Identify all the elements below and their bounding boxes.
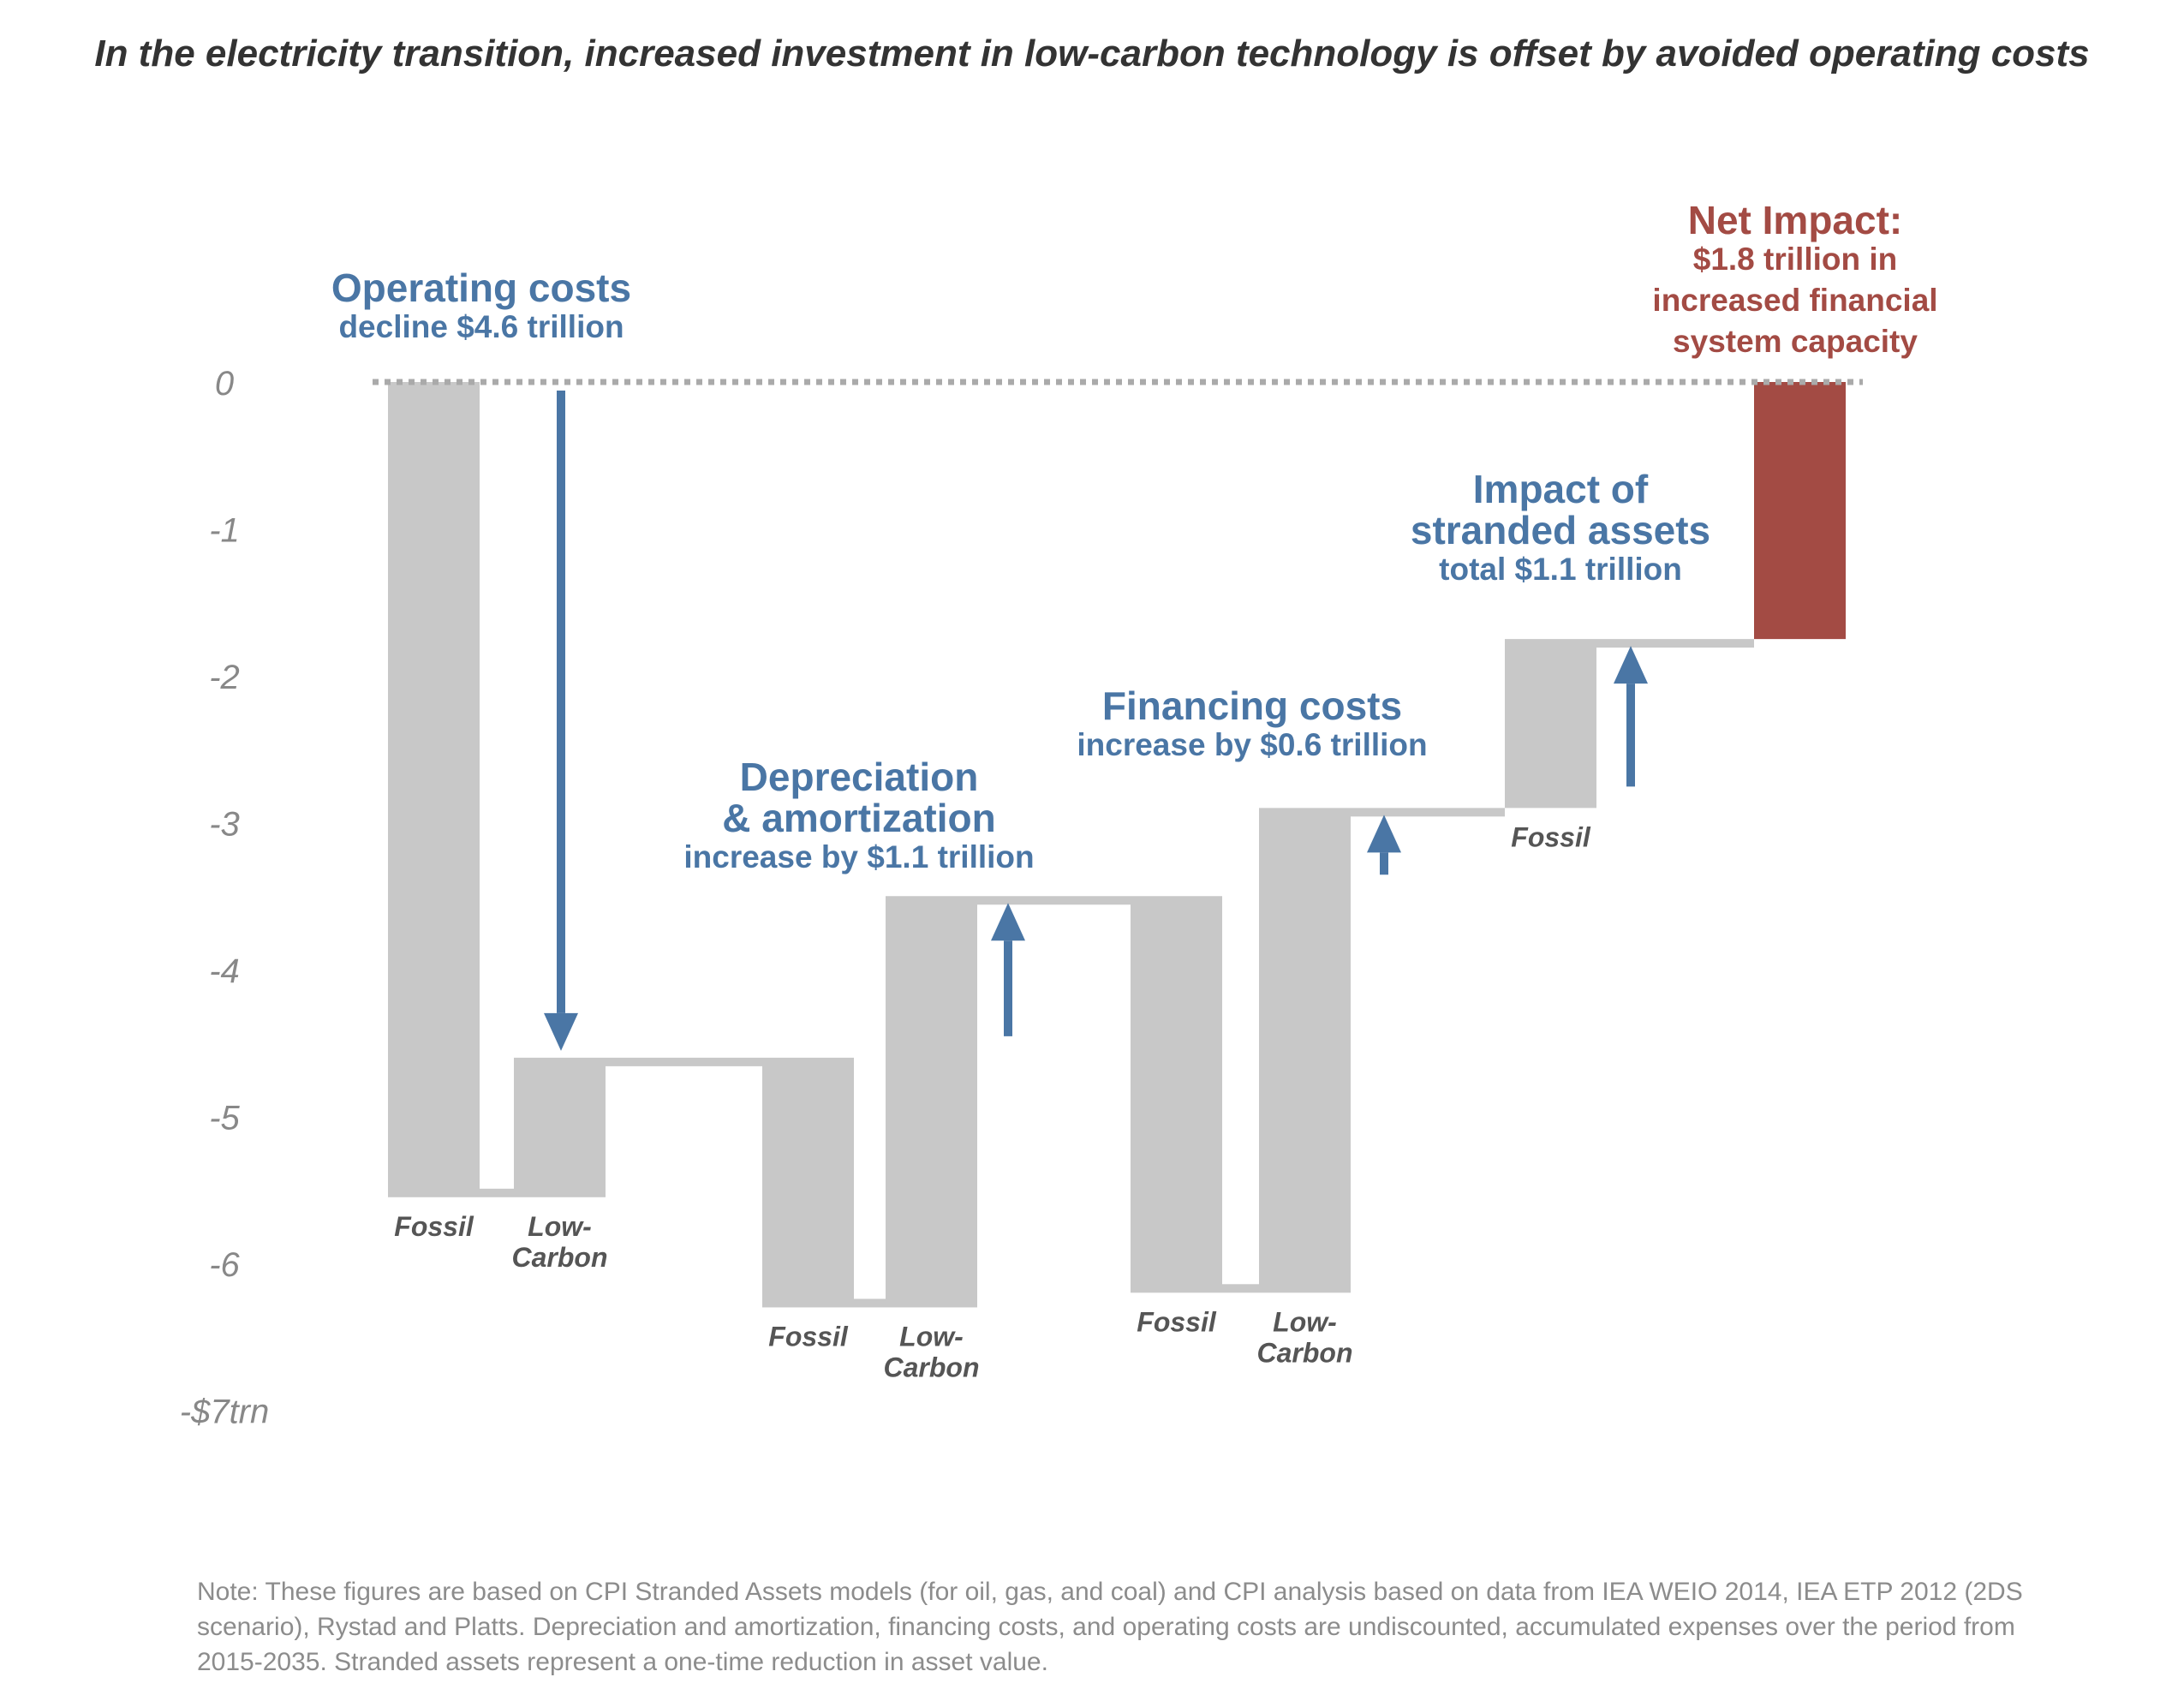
waterfall-bar xyxy=(1259,808,1351,1293)
bar-label: Low- xyxy=(899,1321,964,1352)
y-tick-label: -2 xyxy=(209,659,240,696)
footnote: Note: These figures are based on CPI Str… xyxy=(197,1578,2023,1676)
step-arrow-head xyxy=(991,903,1025,941)
annotation-detail: increase by $0.6 trillion xyxy=(1077,727,1427,762)
title-bold: electricity transition xyxy=(205,33,564,75)
bars xyxy=(388,382,1846,1308)
annotation-detail: system capacity xyxy=(1673,324,1918,359)
annotation-detail: increased financial xyxy=(1652,283,1937,318)
annotation-heading: Impact of xyxy=(1473,467,1649,511)
annotation-detail: decline $4.6 trillion xyxy=(338,309,624,344)
annotation-heading: stranded assets xyxy=(1411,508,1710,552)
y-tick-label: -3 xyxy=(209,806,240,844)
annotation-detail: increase by $1.1 trillion xyxy=(683,839,1034,874)
annotation-detail: total $1.1 trillion xyxy=(1439,552,1682,587)
arrows xyxy=(544,391,1648,1051)
connector-step xyxy=(1351,808,1505,817)
bar-label: Fossil xyxy=(394,1211,474,1242)
waterfall-bar xyxy=(886,896,977,1308)
y-tick-label: 0 xyxy=(215,365,234,403)
y-tick-label: -4 xyxy=(209,952,240,990)
step-arrow-head xyxy=(1614,646,1648,684)
connectors xyxy=(480,639,1754,1308)
y-tick-label: -5 xyxy=(209,1100,240,1137)
waterfall-bar xyxy=(388,382,480,1197)
chart-title: In the electricity transition, increased… xyxy=(0,33,2184,75)
annotation-heading: Depreciation xyxy=(740,755,979,799)
step-arrow-head xyxy=(544,1012,578,1051)
waterfall-bar xyxy=(762,1057,854,1308)
bar-label: Carbon xyxy=(1257,1337,1353,1368)
y-tick-label: -6 xyxy=(209,1246,240,1284)
annotation-heading: Net Impact: xyxy=(1688,198,1902,242)
y-axis: 0 -1 -2 -3 -4 -5 -6 -$7trn xyxy=(180,365,270,1431)
connector-step xyxy=(606,1057,762,1066)
bar-label: Low- xyxy=(528,1211,592,1242)
bar-label: Carbon xyxy=(512,1242,608,1273)
connector-step xyxy=(1222,1284,1259,1293)
bar-label: Fossil xyxy=(1511,821,1591,852)
annotation-heading: & amortization xyxy=(722,796,995,840)
y-tick-label: -$7trn xyxy=(180,1394,270,1431)
waterfall-bar xyxy=(1131,896,1222,1293)
title-pre: In the xyxy=(94,33,206,75)
net-impact-bar xyxy=(1754,382,1846,640)
step-arrow-head xyxy=(1367,815,1401,853)
bar-label: Fossil xyxy=(768,1321,849,1352)
bar-label: Low- xyxy=(1273,1306,1337,1337)
annotation-detail: $1.8 trillion in xyxy=(1693,242,1898,277)
connector-step xyxy=(1596,639,1754,648)
annotation-heading: Financing costs xyxy=(1102,683,1402,728)
y-tick-label: -1 xyxy=(209,512,240,550)
annotation-heading: Operating costs xyxy=(331,266,631,310)
bar-label: Carbon xyxy=(884,1352,980,1382)
connector-step xyxy=(480,1188,514,1197)
bar-label: Fossil xyxy=(1137,1306,1217,1337)
connector-step xyxy=(854,1298,886,1308)
waterfall-bar xyxy=(1505,639,1596,809)
title-post: , increased investment in low-carbon tec… xyxy=(564,33,2090,75)
waterfall-bar xyxy=(514,1057,606,1197)
connector-step xyxy=(977,896,1131,905)
